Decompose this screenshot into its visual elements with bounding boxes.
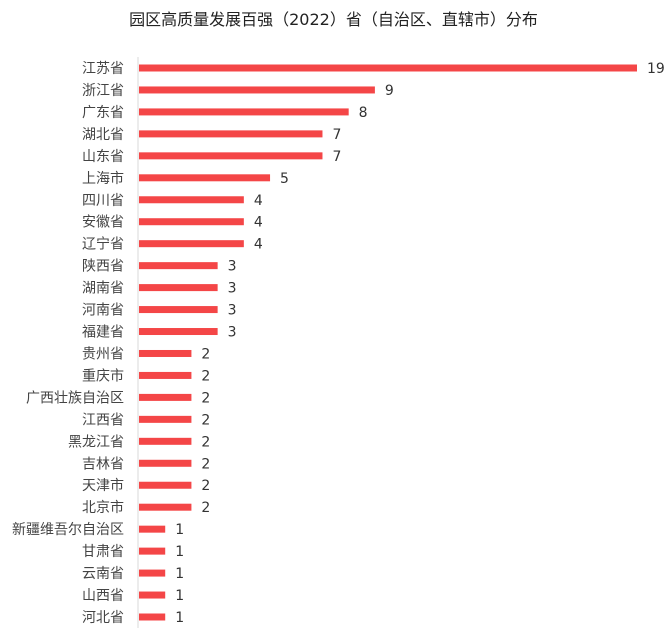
bar [139,240,244,248]
value-label: 2 [201,434,210,450]
bar [139,284,218,292]
category-label: 湖北省 [82,127,124,143]
value-label: 1 [175,522,184,538]
category-label: 河北省 [82,610,124,626]
value-label: 5 [280,171,289,187]
bar [139,459,192,467]
bar [139,306,218,314]
category-label: 黑龙江省 [68,434,124,450]
value-label: 2 [201,346,210,362]
value-label: 7 [332,149,341,165]
category-label: 安徽省 [82,215,124,231]
bar [139,415,192,423]
bar [139,64,637,72]
value-label: 8 [359,105,368,121]
bar [139,481,192,489]
bar [139,547,166,555]
category-label: 广西壮族自治区 [26,390,124,406]
value-label: 3 [228,259,237,275]
category-label: 陕西省 [82,259,124,275]
category-label: 四川省 [82,193,124,209]
value-label: 2 [201,500,210,516]
value-label: 1 [175,544,184,560]
category-label: 北京市 [82,499,124,516]
category-label: 山西省 [82,588,124,604]
category-label: 新疆维吾尔自治区 [12,522,124,538]
bar [139,591,166,599]
category-label: 江苏省 [82,61,124,77]
category-label: 浙江省 [82,83,124,99]
category-label: 江西省 [82,412,124,428]
bar [139,613,166,621]
value-label: 2 [201,412,210,428]
bar [139,569,166,577]
category-labels-group: 江苏省浙江省广东省湖北省山东省上海市四川省安徽省辽宁省陕西省湖南省河南省福建省贵… [12,61,124,626]
category-label: 上海市 [82,170,124,187]
category-label: 甘肃省 [82,544,124,560]
value-label: 1 [175,610,184,626]
value-label: 1 [175,588,184,604]
category-label: 福建省 [82,325,124,341]
bar [139,174,271,182]
bar [139,86,375,94]
value-label: 2 [201,390,210,406]
bar [139,262,218,270]
value-label: 19 [647,61,665,77]
category-label: 湖南省 [82,281,124,297]
category-label: 贵州省 [82,346,124,362]
value-label: 7 [332,127,341,143]
value-label: 3 [228,303,237,319]
bar [139,525,166,533]
bar [139,393,192,401]
bar [139,218,244,226]
value-label: 3 [228,281,237,297]
category-label: 云南省 [82,566,124,582]
value-label: 2 [201,456,210,472]
category-label: 辽宁省 [82,236,124,253]
bar [139,349,192,357]
value-label: 4 [254,237,263,253]
bar [139,371,192,379]
category-label: 天津市 [82,477,124,494]
value-label: 2 [201,478,210,494]
category-label: 重庆市 [82,367,124,384]
value-label: 4 [254,215,263,231]
chart-title: 园区高质量发展百强（2022）省（自治区、直辖市）分布 [129,10,538,29]
value-label: 9 [385,83,394,99]
bar [139,130,323,138]
value-label: 4 [254,193,263,209]
value-label: 2 [201,368,210,384]
bar [139,503,192,511]
bar [139,196,244,204]
category-label: 山东省 [82,149,124,165]
value-labels-group: 19 9 8 7 7 5 4 4 4 3 3 3 3 2 2 2 2 2 2 2 2 1 1 1 1 1 [175,61,665,626]
category-label: 河南省 [82,303,124,319]
bar [139,437,192,445]
bar [139,152,323,160]
bar [139,108,349,116]
category-label: 广东省 [82,105,124,121]
bar [139,328,218,336]
bars-group [139,64,637,621]
value-label: 3 [228,325,237,341]
category-label: 吉林省 [82,456,124,472]
value-label: 1 [175,566,184,582]
